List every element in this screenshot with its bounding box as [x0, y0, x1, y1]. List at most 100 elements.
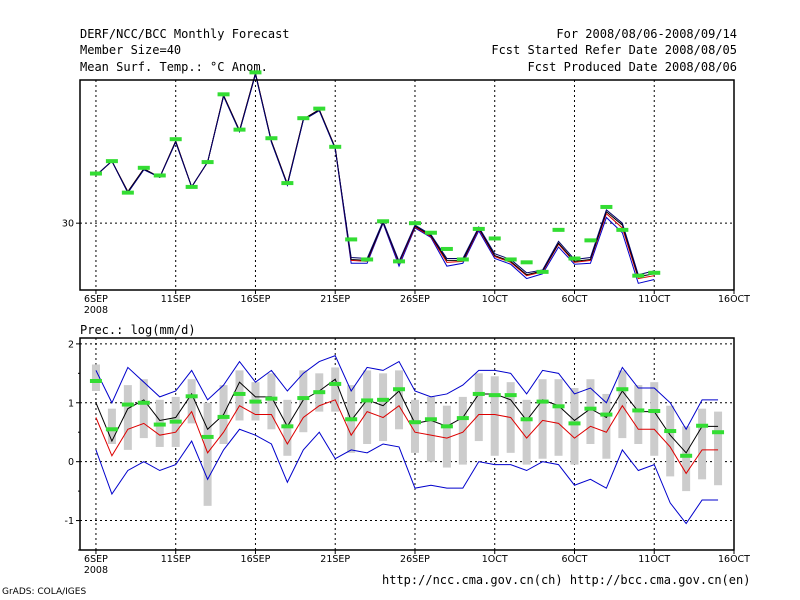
temp-green-marker	[568, 256, 581, 261]
prec-spread-bar	[267, 373, 276, 430]
prec-spread-bar	[490, 376, 499, 456]
prec-spread-bar	[458, 396, 467, 465]
prec-spread-bar	[554, 379, 563, 456]
prec-green-marker	[217, 414, 230, 419]
prec-green-marker	[233, 391, 246, 396]
temp-green-marker	[233, 127, 246, 132]
temp-green-marker	[488, 236, 501, 241]
prec-green-marker	[488, 393, 501, 398]
temp-x-tick-label: 21SEP	[320, 294, 350, 305]
prec-spread-bar	[363, 370, 372, 444]
prec-green-marker	[696, 423, 709, 428]
prec-series-blue-lower	[95, 428, 719, 525]
prec-green-marker	[329, 381, 342, 386]
prec-x-tick-label: 6SEP	[84, 554, 108, 565]
prec-spread-bar	[714, 411, 723, 486]
temp-green-marker	[408, 221, 421, 226]
temp-green-marker	[393, 259, 406, 264]
title-line-3: Mean Surf. Temp.: °C Anom.	[80, 60, 268, 74]
fcst-started-date: Fcst Started Refer Date 2008/08/05	[491, 43, 737, 57]
prec-green-marker	[600, 412, 613, 417]
prec-green-marker	[185, 394, 198, 399]
prec-spread-bar	[538, 379, 547, 459]
temp-green-marker	[217, 92, 230, 97]
prec-green-marker	[648, 409, 661, 414]
temp-green-marker	[281, 181, 294, 186]
prec-series-blue-upper	[95, 355, 719, 431]
prec-green-marker	[536, 399, 549, 404]
prec-spread-bar	[203, 402, 212, 506]
temp-green-marker	[153, 173, 166, 178]
prec-spread-bar	[299, 370, 308, 433]
prec-green-marker	[153, 422, 166, 427]
prec-spread-bar	[379, 373, 388, 442]
prec-green-marker	[520, 417, 533, 422]
date-range: For 2008/08/06-2008/09/14	[556, 27, 737, 41]
prec-x-tick-label: 6OCT	[562, 554, 588, 565]
prec-series-black-mean	[95, 378, 719, 454]
prec-green-marker	[105, 427, 118, 432]
temp-x-tick-label: 6SEP	[84, 294, 108, 305]
temp-x-year-label: 2008	[84, 305, 108, 316]
temp-green-marker	[169, 137, 182, 142]
prec-x-tick-label: 11SEP	[161, 554, 191, 565]
prec-green-marker	[281, 424, 294, 429]
temp-green-marker	[345, 237, 358, 242]
prec-green-marker	[377, 397, 390, 402]
temp-green-marker	[89, 171, 102, 176]
temp-green-marker	[201, 160, 214, 165]
temp-x-tick-label: 11SEP	[161, 294, 191, 305]
temp-series-navy	[95, 74, 655, 276]
prec-spread-bar	[107, 408, 116, 444]
temp-green-marker	[265, 136, 278, 141]
prec-green-marker	[249, 399, 262, 404]
temp-x-tick-label: 26SEP	[400, 294, 430, 305]
prec-spread-bar	[410, 399, 419, 453]
temp-green-marker	[121, 190, 134, 195]
prec-spread-bar	[634, 385, 643, 444]
temp-green-marker	[616, 227, 629, 232]
temp-green-marker	[377, 219, 390, 224]
temp-series-black	[95, 73, 655, 278]
prec-series-red	[95, 399, 719, 475]
prec-spread-bar	[123, 385, 132, 450]
temp-green-marker	[313, 106, 326, 111]
temp-green-marker	[297, 116, 310, 121]
temp-green-marker	[456, 257, 469, 262]
temp-x-tick-label: 16SEP	[241, 294, 271, 305]
prec-green-marker	[361, 398, 374, 403]
temp-green-marker	[105, 159, 118, 164]
prec-green-marker	[89, 378, 102, 383]
temp-green-marker	[632, 273, 645, 278]
prec-green-marker	[424, 417, 437, 422]
prec-x-tick-label: 21SEP	[320, 554, 350, 565]
temp-x-tick-label: 1OCT	[482, 294, 508, 305]
prec-green-marker	[664, 429, 677, 434]
prec-spread-bar	[650, 382, 659, 456]
prec-green-marker	[632, 408, 645, 413]
prec-green-marker	[137, 400, 150, 405]
title-line-1: DERF/NCC/BCC Monthly Forecast	[80, 27, 290, 41]
prec-x-tick-label: 11OCT	[638, 554, 670, 565]
prec-green-marker	[201, 434, 214, 439]
temp-series-red	[95, 73, 655, 280]
temp-green-marker	[424, 230, 437, 235]
grads-credit: GrADS: COLA/IGES	[2, 587, 87, 597]
prec-x-year-label: 2008	[84, 565, 108, 576]
prec-spread-bar	[139, 379, 148, 439]
prec-green-marker	[297, 396, 310, 401]
prec-green-marker	[265, 396, 278, 401]
prec-spread-bar	[91, 364, 100, 391]
temp-green-marker	[361, 257, 374, 262]
prec-y-tick-label: 1	[68, 398, 74, 409]
temp-x-tick-label: 11OCT	[638, 294, 670, 305]
footer-urls[interactable]: http://ncc.cma.gov.cn(ch) http://bcc.cma…	[382, 573, 751, 587]
prec-y-tick-label: 2	[68, 339, 74, 350]
prec-spread-bar	[474, 373, 483, 442]
prec-green-marker	[584, 406, 597, 411]
temp-green-marker	[552, 227, 565, 232]
prec-spread-bar	[602, 393, 611, 459]
prec-y-tick-label: 0	[68, 457, 74, 468]
prec-spread-bar	[698, 408, 707, 480]
